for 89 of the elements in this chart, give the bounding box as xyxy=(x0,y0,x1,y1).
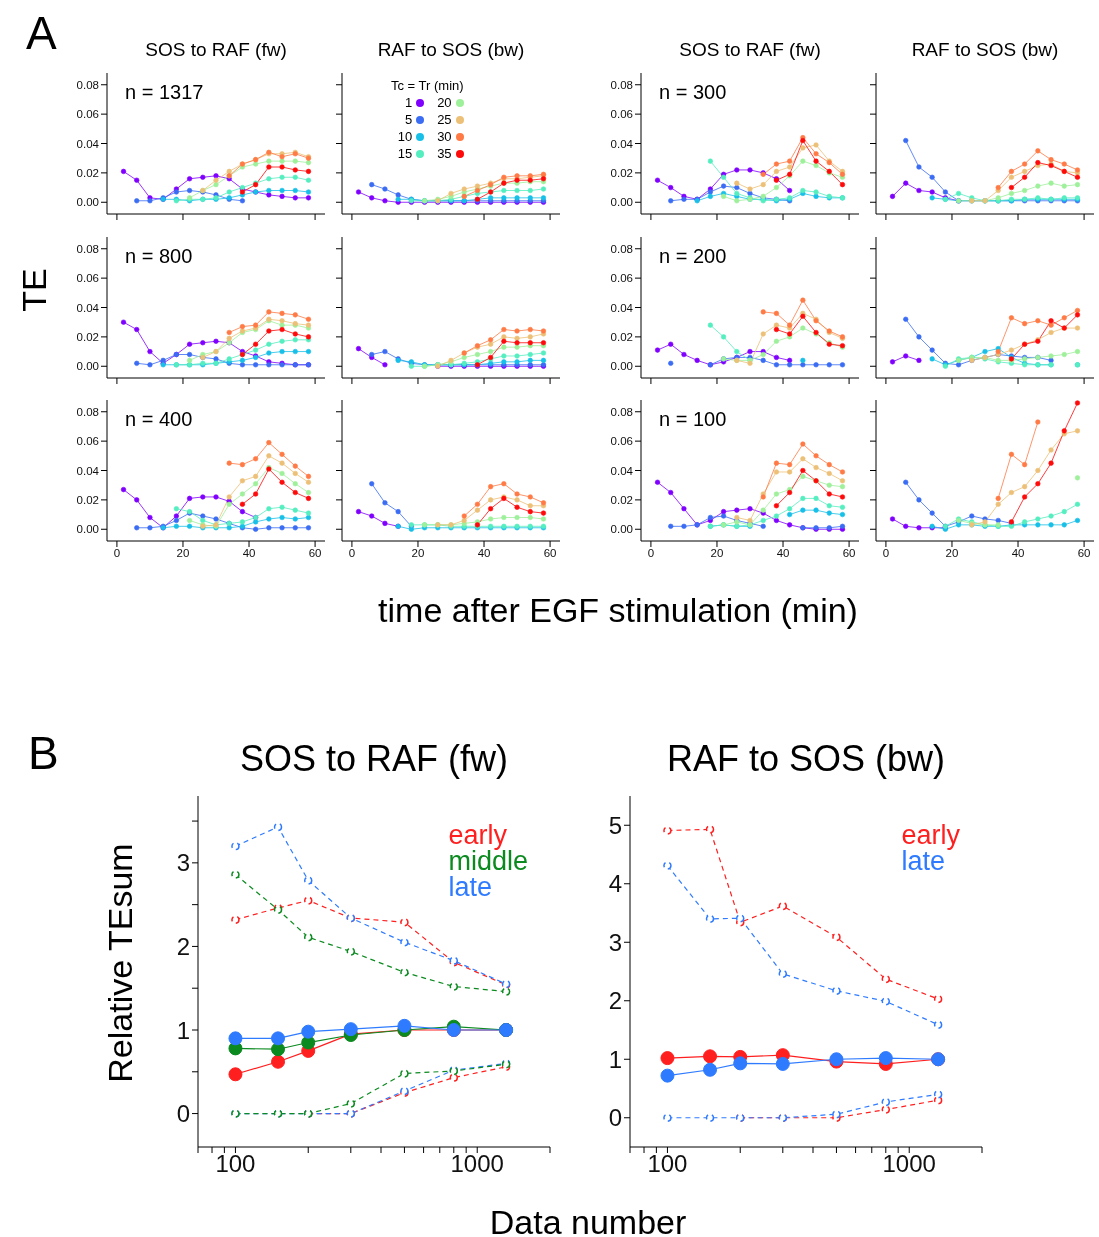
y-tick-label: 0.02 xyxy=(610,330,633,343)
y-tick-label: 0.02 xyxy=(76,330,99,343)
y-tick-label: 0.08 xyxy=(76,242,99,255)
y-tick-label: 0.00 xyxy=(610,360,633,373)
y-tick-label: 0.02 xyxy=(76,493,99,506)
y-tick-label: 0.00 xyxy=(76,360,99,373)
x-tick-label: 60 xyxy=(543,547,557,560)
y-tick-label: 0.00 xyxy=(610,196,633,209)
y-tick-label: 4 xyxy=(608,870,622,898)
y-tick-label: 0.02 xyxy=(610,493,633,506)
annotation: n = 200 xyxy=(659,245,727,268)
annotation: n = 800 xyxy=(125,245,193,268)
y-tick-label: 0.08 xyxy=(610,242,633,255)
y-tick-label: 0.04 xyxy=(610,301,634,314)
x-tick-label: 20 xyxy=(945,547,959,560)
legend-label: 5 xyxy=(405,111,413,128)
y-tick-label: 0.04 xyxy=(76,464,100,477)
x-tick-label: 20 xyxy=(411,547,425,560)
y-tick-label: 0.00 xyxy=(610,523,633,536)
y-tick-label: 0.06 xyxy=(610,435,633,448)
y-tick-label: 0.04 xyxy=(610,137,634,150)
y-tick-label: 0.02 xyxy=(76,166,99,179)
y-tick-label: 0.08 xyxy=(76,405,99,418)
y-tick-label: 0.00 xyxy=(76,523,99,536)
x-tick-label: 0 xyxy=(647,547,655,560)
x-axis-title: time after EGF stimulation (min) xyxy=(378,590,858,630)
annotation: n = 300 xyxy=(659,81,727,104)
x-tick-label: 20 xyxy=(710,547,724,560)
y-tick-label: 0.00 xyxy=(76,196,99,209)
x-tick-label: 40 xyxy=(1011,547,1025,560)
annotation: n = 400 xyxy=(125,408,193,431)
y-tick-label: 0.06 xyxy=(610,108,633,121)
x-tick-label: 1000 xyxy=(450,1150,504,1178)
y-axis-title: Relative TEsum xyxy=(100,843,140,1083)
y-tick-label: 3 xyxy=(608,928,622,956)
legend-label: 10 xyxy=(397,128,413,145)
x-tick-label: 0 xyxy=(113,547,121,560)
y-tick-label: 0.08 xyxy=(76,78,99,91)
text: early xyxy=(448,820,508,850)
y-tick-label: 0.06 xyxy=(76,272,99,285)
y-tick-label: 2 xyxy=(176,932,190,960)
x-tick-label: 40 xyxy=(776,547,790,560)
y-tick-label: 0.08 xyxy=(610,405,633,418)
text: A xyxy=(26,6,57,60)
x-tick-label: 60 xyxy=(1077,547,1091,560)
x-tick-label: 40 xyxy=(242,547,256,560)
text: B xyxy=(28,726,59,780)
y-tick-label: 0.04 xyxy=(610,464,634,477)
legend-label: 20 xyxy=(437,94,452,111)
y-tick-label: 0.06 xyxy=(76,435,99,448)
x-tick-label: 60 xyxy=(842,547,856,560)
x-tick-label: 0 xyxy=(348,547,356,560)
chart-title: RAF to SOS (bw) xyxy=(665,738,947,780)
y-tick-label: 0 xyxy=(608,1104,622,1132)
chart-title: SOS to RAF (fw) xyxy=(239,738,509,780)
y-tick-label: 1 xyxy=(176,1016,190,1044)
annotation: n = 100 xyxy=(659,408,727,431)
legend-label: 25 xyxy=(437,111,452,128)
y-tick-label: 0.04 xyxy=(76,137,100,150)
chart-title: RAF to SOS (bw) xyxy=(910,39,1060,61)
x-tick-label: 40 xyxy=(477,547,491,560)
x-tick-label: 100 xyxy=(647,1150,688,1178)
legend-label: 30 xyxy=(437,128,452,145)
legend-label: 1 xyxy=(405,94,413,111)
x-axis-title: Data number xyxy=(489,1202,687,1237)
chart-title: SOS to RAF (fw) xyxy=(144,39,288,61)
x-tick-label: 1000 xyxy=(882,1150,936,1178)
legend-label: 35 xyxy=(437,145,452,162)
y-tick-label: 0 xyxy=(176,1100,190,1128)
chart-title: RAF to SOS (bw) xyxy=(376,39,526,61)
y-tick-label: 5 xyxy=(608,811,622,839)
y-tick-label: 0.04 xyxy=(76,301,100,314)
legend-title: Tc = Tr (min) xyxy=(391,77,464,94)
legend-label: 15 xyxy=(397,145,413,162)
y-axis-title: TE xyxy=(14,268,54,312)
chart-title: SOS to RAF (fw) xyxy=(678,39,822,61)
text: late xyxy=(448,872,493,902)
x-tick-label: 0 xyxy=(882,547,890,560)
y-tick-label: 0.08 xyxy=(610,78,633,91)
y-tick-label: 1 xyxy=(608,1045,622,1073)
x-tick-label: 20 xyxy=(176,547,190,560)
y-tick-label: 3 xyxy=(176,849,190,877)
x-tick-label: 60 xyxy=(308,547,322,560)
y-tick-label: 0.02 xyxy=(610,166,633,179)
y-tick-label: 0.06 xyxy=(76,108,99,121)
annotation: n = 1317 xyxy=(125,81,204,104)
x-tick-label: 100 xyxy=(215,1150,256,1178)
y-tick-label: 2 xyxy=(608,987,622,1015)
y-tick-label: 0.06 xyxy=(610,272,633,285)
